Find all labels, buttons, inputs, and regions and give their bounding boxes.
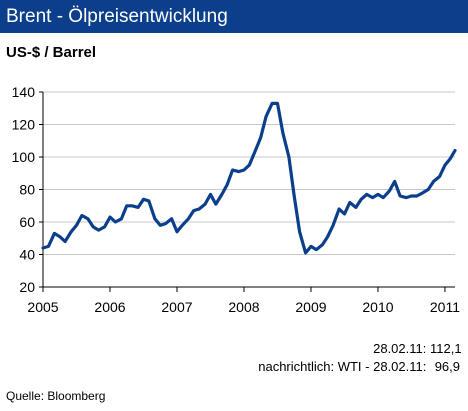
grid-lines <box>43 91 455 255</box>
y-tick-label: 140 <box>12 84 36 100</box>
x-tick-label: 2007 <box>161 299 192 315</box>
wti-footnote: nachrichtlich: WTI - 28.02.11: 96,9 <box>258 359 460 374</box>
brent-footnote: 28.02.11: 112,1 <box>373 341 462 356</box>
y-tick-label: 40 <box>19 247 35 263</box>
brent-price-line <box>41 101 457 255</box>
series-group <box>41 101 457 255</box>
y-tick-label: 100 <box>12 149 36 165</box>
x-tick-label: 2005 <box>27 299 58 315</box>
chart-title: Brent - Ölpreisentwicklung <box>0 0 468 33</box>
x-tick-label: 2010 <box>362 299 393 315</box>
wti-label: nachrichtlich: WTI - <box>258 359 370 374</box>
x-tick-label: 2008 <box>228 299 259 315</box>
y-tick-label: 80 <box>19 182 35 198</box>
unit-label: US-$ / Barrel <box>6 44 97 61</box>
y-tick-label: 120 <box>12 117 36 133</box>
brent-value: 112,1 <box>430 341 462 356</box>
axes <box>39 91 455 292</box>
x-tick-label: 2009 <box>295 299 326 315</box>
source-note: Quelle: Bloomberg <box>6 389 106 403</box>
y-tick-labels: 20 40 60 80 100 120 140 <box>12 84 36 295</box>
x-tick-label: 2011 <box>430 299 460 315</box>
y-tick-label: 20 <box>19 279 35 295</box>
wti-date: 28.02.11: <box>373 359 427 374</box>
wti-value: 96,9 <box>434 359 460 374</box>
x-tick-label: 2006 <box>94 299 125 315</box>
brent-date: 28.02.11: <box>373 341 427 356</box>
x-tick-labels: 2005 2006 2007 2008 2009 2010 2011 <box>27 299 460 315</box>
y-tick-label: 60 <box>19 214 35 230</box>
